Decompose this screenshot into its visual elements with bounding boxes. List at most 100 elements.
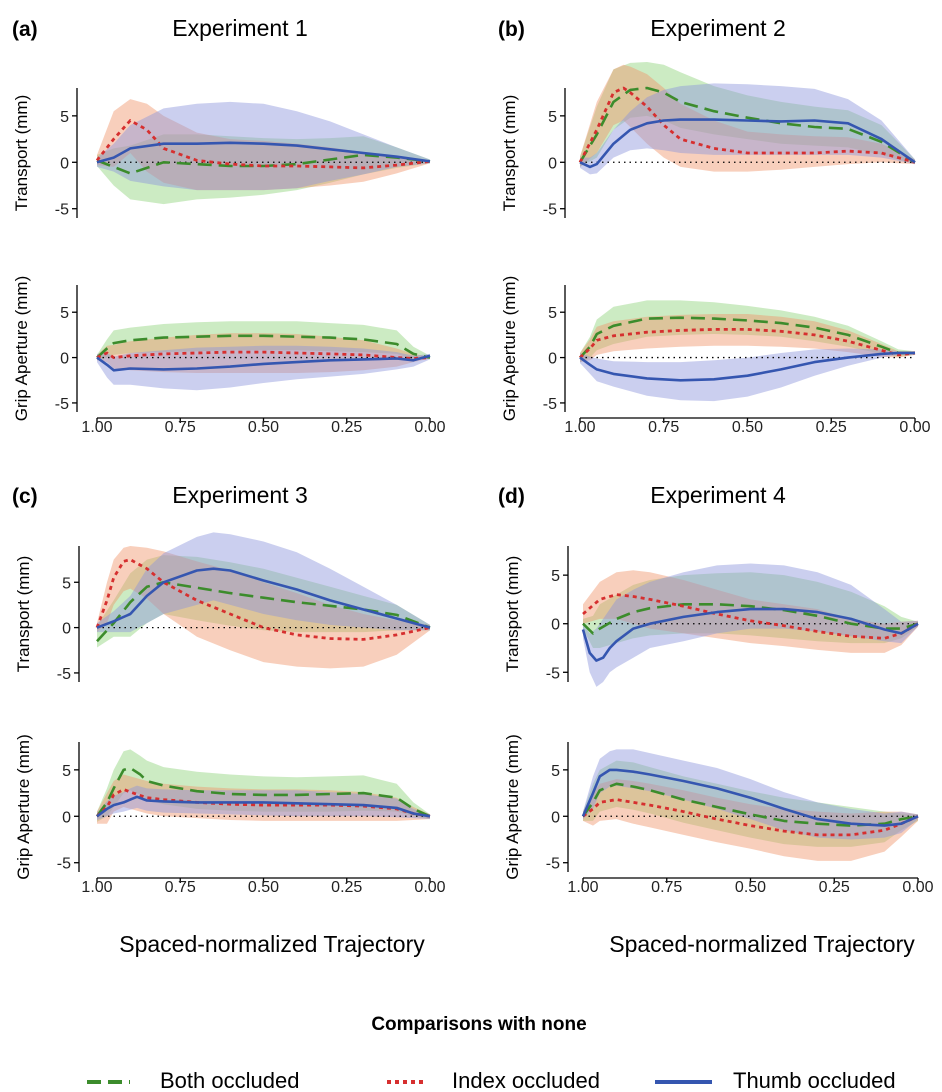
y-tick-label: 0	[548, 155, 557, 172]
line-thumb	[579, 118, 916, 169]
x-tick-label: 0.00	[414, 879, 445, 896]
x-tick-label: 0.00	[414, 419, 445, 436]
band-thumb	[583, 749, 918, 840]
transport-subplot: 5 0 -5 Transport (mm)	[14, 532, 431, 683]
band-index	[583, 570, 918, 653]
y-tick-label: -5	[55, 396, 69, 413]
line-thumb	[96, 567, 431, 629]
x-tick-label: 0.50	[735, 879, 766, 896]
y-tick-label: 5	[60, 109, 69, 126]
y-tick-label: -5	[543, 202, 557, 219]
line-index	[95, 558, 431, 641]
y-tick-label: 5	[60, 305, 69, 322]
x-tick-label: 1.00	[81, 879, 112, 896]
y-axis-label: Transport (mm)	[12, 95, 31, 212]
grip-aperture-subplot: 5 0 -5 Grip Aperture (mm) 1.00 0.75 0.50 0.25 0.…	[500, 276, 931, 436]
y-tick-label: 0	[548, 351, 557, 368]
line-index	[95, 119, 431, 170]
line-thumb	[581, 768, 919, 827]
line-both	[96, 581, 431, 643]
band-index	[583, 779, 918, 861]
y-tick-label: -5	[546, 665, 560, 682]
grip-aperture-subplot: 5 0 -5 Grip Aperture (mm) 1.00 0.75 0.50 0.25 0.…	[12, 276, 446, 436]
y-tick-label: -5	[546, 856, 560, 873]
y-tick-label: -5	[543, 396, 557, 413]
band-both	[580, 300, 915, 363]
legend: Both occluded Index occluded Thumb occlu…	[87, 1068, 896, 1092]
x-tick-label: 0.75	[651, 879, 682, 896]
y-axis-label: Transport (mm)	[14, 556, 33, 673]
line-thumb	[579, 351, 915, 382]
line-both	[578, 86, 916, 164]
y-tick-label: 5	[548, 305, 557, 322]
x-tick-label: 0.75	[165, 419, 196, 436]
y-tick-label: 5	[62, 575, 71, 592]
line-index	[578, 86, 916, 164]
line-index	[582, 593, 919, 640]
x-tick-label: 0.75	[165, 879, 196, 896]
x-axis-label-right: Spaced-normalized Trajectory	[609, 931, 915, 957]
y-tick-label: 5	[551, 568, 560, 585]
line-thumb	[581, 607, 919, 662]
panel-1: (b) Experiment 2 5 0 -5 Transport (mm) 5 0 -5 Gri…	[498, 15, 931, 436]
y-tick-label: 5	[551, 763, 560, 780]
legend-item-both: Both occluded	[87, 1068, 299, 1092]
x-tick-label: 0.25	[816, 419, 847, 436]
y-tick-label: 5	[62, 763, 71, 780]
y-axis-label: Grip Aperture (mm)	[12, 276, 31, 421]
x-tick-label: 0.75	[648, 419, 679, 436]
y-tick-label: 0	[60, 351, 69, 368]
y-tick-label: 0	[551, 809, 560, 826]
line-both	[581, 782, 919, 827]
y-tick-label: 5	[548, 109, 557, 126]
panel-title: Experiment 1	[172, 15, 308, 41]
legend-label-both: Both occluded	[160, 1068, 299, 1092]
y-tick-label: 0	[551, 617, 560, 634]
x-tick-label: 1.00	[564, 419, 595, 436]
transport-subplot: 5 0 -5 Transport (mm)	[503, 546, 919, 687]
line-index	[96, 350, 431, 360]
band-both	[583, 760, 918, 847]
y-tick-label: 0	[62, 809, 71, 826]
legend-label-index: Index occluded	[452, 1068, 600, 1092]
x-tick-label: 0.25	[819, 879, 850, 896]
line-thumb	[96, 354, 431, 372]
line-both	[96, 153, 431, 175]
x-tick-label: 0.00	[902, 879, 933, 896]
x-tick-label: 1.00	[567, 879, 598, 896]
legend-label-thumb: Thumb occluded	[733, 1068, 896, 1092]
y-tick-label: 0	[62, 621, 71, 638]
panel-title: Experiment 2	[650, 15, 786, 41]
x-tick-label: 0.25	[331, 419, 362, 436]
legend-item-index: Index occluded	[387, 1068, 600, 1092]
band-index	[580, 64, 915, 172]
y-axis-label: Grip Aperture (mm)	[14, 734, 33, 879]
x-axis-label-left: Spaced-normalized Trajectory	[119, 931, 425, 957]
panel-letter: (c)	[12, 485, 38, 508]
panel-2: (c) Experiment 3 5 0 -5 Transport (mm) 5 0 -5 Gri…	[12, 482, 446, 896]
panel-letter: (d)	[498, 485, 525, 508]
band-both	[97, 321, 430, 361]
y-axis-label: Transport (mm)	[500, 95, 519, 212]
band-thumb	[583, 563, 918, 687]
panel-title: Experiment 3	[172, 482, 308, 508]
line-index	[579, 328, 916, 359]
x-tick-label: 1.00	[81, 419, 112, 436]
band-thumb	[580, 83, 915, 175]
line-thumb	[96, 141, 431, 164]
band-both	[97, 555, 430, 648]
x-tick-label: 0.00	[899, 419, 930, 436]
line-both	[96, 334, 431, 359]
panel-letter: (b)	[498, 18, 525, 41]
x-tick-label: 0.50	[248, 879, 279, 896]
line-both	[579, 316, 915, 359]
transport-subplot: 5 0 -5 Transport (mm)	[500, 62, 916, 219]
panel-3: (d) Experiment 4 5 0 -5 Transport (mm) 5 0 -5 Gri…	[498, 482, 934, 896]
x-tick-label: 0.25	[331, 879, 362, 896]
x-tick-label: 0.50	[248, 419, 279, 436]
y-tick-label: -5	[57, 666, 71, 683]
y-tick-label: 0	[60, 155, 69, 172]
band-index	[97, 774, 430, 824]
line-thumb	[96, 795, 431, 818]
